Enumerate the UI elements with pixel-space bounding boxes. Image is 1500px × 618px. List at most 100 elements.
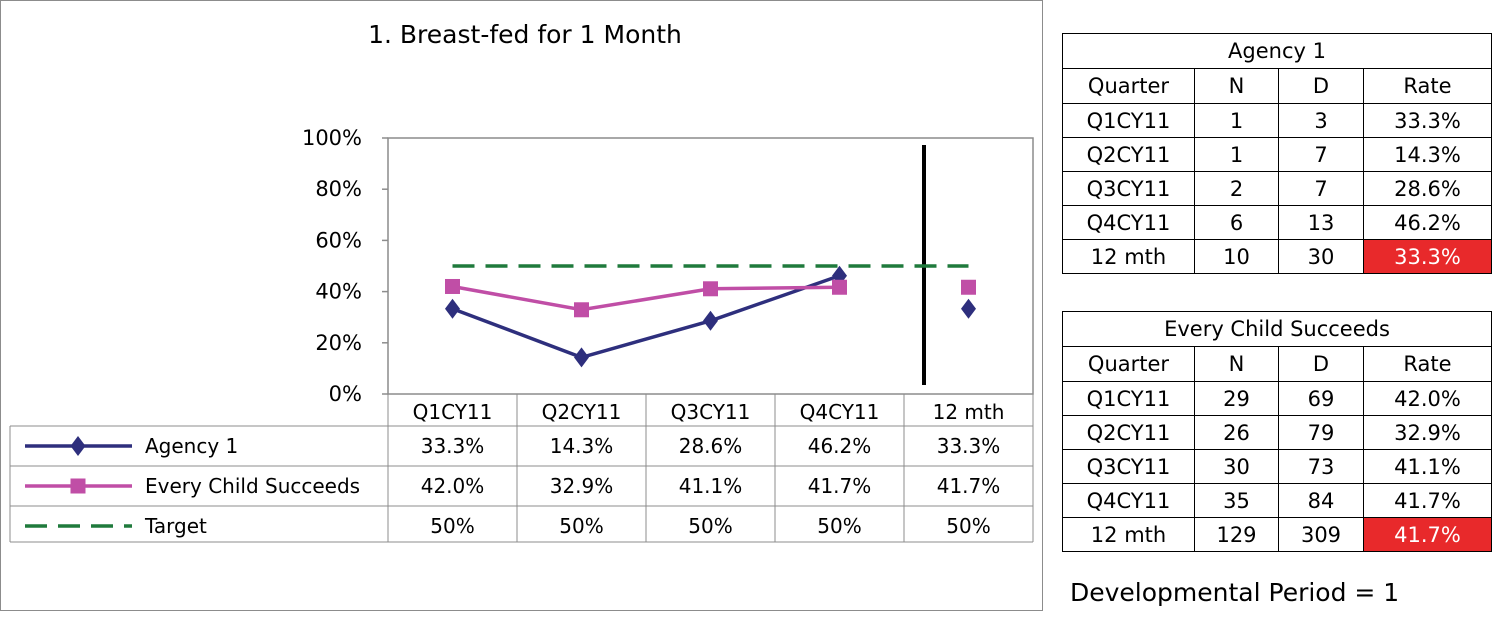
quarter-cell: Q1CY11	[1062, 103, 1195, 138]
line-chart: 1. Breast-fed for 1 Month 0% 20% 40% 60% 80% 1…	[9, 20, 1034, 543]
y-tick-label: 20%	[315, 331, 362, 355]
n-cell: 26	[1194, 415, 1279, 450]
data-label: 50%	[559, 514, 603, 538]
y-tick-label: 100%	[302, 126, 362, 150]
table-row: Q4CY11 35 84 41.7%	[1062, 483, 1492, 518]
data-label: 50%	[946, 514, 990, 538]
table-row: Q4CY11 6 13 46.2%	[1062, 205, 1492, 240]
x-tick-label: Q4CY11	[800, 400, 880, 424]
rate-cell: 28.6%	[1363, 171, 1492, 206]
n-cell: 1	[1194, 137, 1279, 172]
data-label: 14.3%	[550, 434, 614, 458]
y-tick-label: 0%	[329, 382, 362, 406]
d-cell: 79	[1278, 415, 1364, 450]
y-tick-label: 60%	[315, 228, 362, 252]
d-cell: 69	[1278, 381, 1364, 416]
header-n: N	[1194, 346, 1279, 382]
legend-label: Target	[144, 514, 207, 538]
n-cell: 30	[1194, 449, 1279, 484]
n-cell: 10	[1194, 239, 1279, 274]
d-cell: 3	[1278, 103, 1364, 138]
d-cell: 7	[1278, 137, 1364, 172]
table-row: 12 mth 10 30 33.3%	[1062, 239, 1492, 274]
ecs-marker	[445, 278, 460, 294]
quarter-cell: Q4CY11	[1062, 483, 1195, 518]
data-label: 41.7%	[937, 474, 1001, 498]
data-label: 41.1%	[679, 474, 743, 498]
data-label: 33.3%	[937, 434, 1001, 458]
series-line-every-child-succeeds	[452, 284, 840, 312]
rate-cell: 33.3%	[1363, 239, 1492, 274]
table-row: Q3CY11 30 73 41.1%	[1062, 449, 1492, 484]
d-cell: 309	[1278, 517, 1364, 552]
x-tick-label: Q3CY11	[671, 400, 751, 424]
table-row: Q1CY11 1 3 33.3%	[1062, 103, 1492, 138]
developmental-period-label: Developmental Period = 1	[1070, 578, 1400, 607]
header-rate: Rate	[1363, 68, 1492, 104]
table-row: Q2CY11 1 7 14.3%	[1062, 137, 1492, 172]
ecs-marker	[832, 279, 847, 295]
table-row: Q1CY11 29 69 42.0%	[1062, 381, 1492, 416]
d-cell: 30	[1278, 239, 1364, 274]
y-tick-label: 80%	[315, 177, 362, 201]
agency-1-marker	[703, 310, 718, 331]
quarter-cell: Q4CY11	[1062, 205, 1195, 240]
quarter-cell: 12 mth	[1062, 517, 1195, 552]
series-line-agency-1	[451, 274, 841, 360]
data-label: 42.0%	[421, 474, 485, 498]
y-tick-label: 40%	[315, 280, 362, 304]
chart-title: 1. Breast-fed for 1 Month	[368, 20, 682, 49]
agency-table-title: Agency 1	[1062, 33, 1492, 69]
legend-label: Agency 1	[145, 434, 238, 458]
n-cell: 35	[1194, 483, 1279, 518]
quarter-cell: 12 mth	[1062, 239, 1195, 274]
rate-cell: 33.3%	[1363, 103, 1492, 138]
ecs-marker	[574, 302, 589, 318]
x-tick-label: 12 mth	[933, 400, 1005, 424]
legend-marker-diamond	[70, 436, 86, 456]
legend-marker-square	[70, 478, 86, 494]
data-label: 46.2%	[808, 434, 872, 458]
d-cell: 84	[1278, 483, 1364, 518]
header-quarter: Quarter	[1062, 68, 1195, 104]
rate-cell: 46.2%	[1363, 205, 1492, 240]
data-label: 50%	[688, 514, 732, 538]
quarter-cell: Q2CY11	[1062, 415, 1195, 450]
data-label: 28.6%	[679, 434, 743, 458]
data-label: 50%	[817, 514, 861, 538]
header-rate: Rate	[1363, 346, 1492, 382]
header-d: D	[1278, 346, 1364, 382]
table-row: Q3CY11 2 7 28.6%	[1062, 171, 1492, 206]
rate-cell: 42.0%	[1363, 381, 1492, 416]
ecs-marker	[961, 279, 976, 295]
d-cell: 73	[1278, 449, 1364, 484]
d-cell: 13	[1278, 205, 1364, 240]
quarter-cell: Q3CY11	[1062, 449, 1195, 484]
header-n: N	[1194, 68, 1279, 104]
header-d: D	[1278, 68, 1364, 104]
ecs-table-title: Every Child Succeeds	[1062, 311, 1492, 347]
plot-area	[387, 137, 1034, 395]
quarter-cell: Q3CY11	[1062, 171, 1195, 206]
n-cell: 6	[1194, 205, 1279, 240]
agency-1-marker	[445, 298, 460, 319]
data-label: 50%	[430, 514, 474, 538]
n-cell: 29	[1194, 381, 1279, 416]
data-label: 32.9%	[550, 474, 614, 498]
header-quarter: Quarter	[1062, 346, 1195, 382]
ecs-table: Every Child Succeeds Quarter N D Rate Q1…	[1062, 311, 1492, 552]
chart-frame	[0, 0, 1043, 611]
x-tick-label: Q1CY11	[413, 400, 493, 424]
x-tick-label: Q2CY11	[542, 400, 622, 424]
quarter-cell: Q2CY11	[1062, 137, 1195, 172]
agency-1-marker	[961, 298, 976, 319]
rate-cell: 14.3%	[1363, 137, 1492, 172]
rate-cell: 41.7%	[1363, 517, 1492, 552]
rate-cell: 32.9%	[1363, 415, 1492, 450]
n-cell: 2	[1194, 171, 1279, 206]
ecs-marker	[703, 281, 718, 297]
agency-table: Agency 1 Quarter N D Rate Q1CY11 1 3 33.3% Q…	[1062, 33, 1492, 274]
quarter-cell: Q1CY11	[1062, 381, 1195, 416]
d-cell: 7	[1278, 171, 1364, 206]
data-label: 33.3%	[421, 434, 485, 458]
